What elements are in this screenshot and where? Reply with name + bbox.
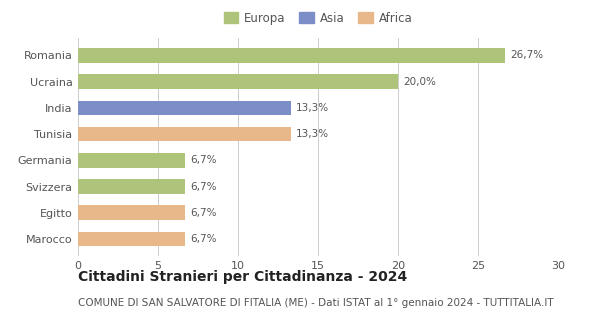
- Bar: [78, 179, 185, 194]
- Bar: [78, 127, 291, 141]
- Bar: [78, 153, 185, 167]
- Legend: Europa, Asia, Africa: Europa, Asia, Africa: [220, 8, 416, 28]
- Text: Cittadini Stranieri per Cittadinanza - 2024: Cittadini Stranieri per Cittadinanza - 2…: [78, 270, 407, 284]
- Text: 20,0%: 20,0%: [403, 77, 436, 87]
- Text: 6,7%: 6,7%: [190, 181, 217, 191]
- Text: 26,7%: 26,7%: [510, 51, 543, 60]
- Text: 6,7%: 6,7%: [190, 208, 217, 218]
- Text: 6,7%: 6,7%: [190, 234, 217, 244]
- Bar: [78, 101, 291, 115]
- Text: 13,3%: 13,3%: [296, 129, 329, 139]
- Bar: [78, 205, 185, 220]
- Bar: [78, 48, 505, 63]
- Bar: [78, 75, 398, 89]
- Bar: [78, 232, 185, 246]
- Text: COMUNE DI SAN SALVATORE DI FITALIA (ME) - Dati ISTAT al 1° gennaio 2024 - TUTTIT: COMUNE DI SAN SALVATORE DI FITALIA (ME) …: [78, 298, 554, 308]
- Text: 13,3%: 13,3%: [296, 103, 329, 113]
- Text: 6,7%: 6,7%: [190, 155, 217, 165]
